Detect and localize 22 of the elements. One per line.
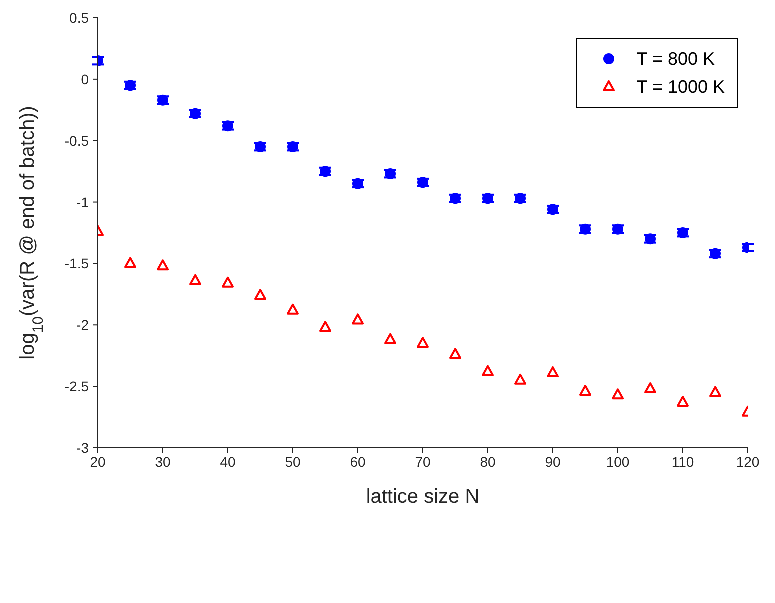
legend-label: T = 1000 K xyxy=(636,76,725,98)
y-tick-label: -0.5 xyxy=(64,132,90,149)
x-tick-label: 120 xyxy=(736,454,760,470)
legend-label: T = 800 K xyxy=(636,48,715,70)
x-tick-label: 80 xyxy=(480,454,496,470)
y-tick-label: 0 xyxy=(81,71,90,88)
y-tick-label: -2.5 xyxy=(64,378,90,395)
y-tick-label: 0.5 xyxy=(70,10,90,26)
y-tick-label: -1.5 xyxy=(64,256,90,272)
y-tick-label: -3 xyxy=(76,440,90,456)
x-tick-label: 40 xyxy=(220,454,236,470)
x-tick-label: 110 xyxy=(672,454,694,470)
x-tick-label: 90 xyxy=(545,454,561,470)
y-tick-label: -2 xyxy=(76,317,90,334)
x-tick-label: 60 xyxy=(350,454,366,470)
x-tick-label: 100 xyxy=(606,454,630,470)
x-tick-label: 20 xyxy=(90,454,106,470)
y-tick-label: -1 xyxy=(76,194,90,210)
x-tick-label: 30 xyxy=(155,454,171,470)
x-axis-title: lattice size N xyxy=(366,486,480,508)
x-tick-label: 70 xyxy=(415,454,431,470)
x-tick-label: 50 xyxy=(285,454,301,470)
